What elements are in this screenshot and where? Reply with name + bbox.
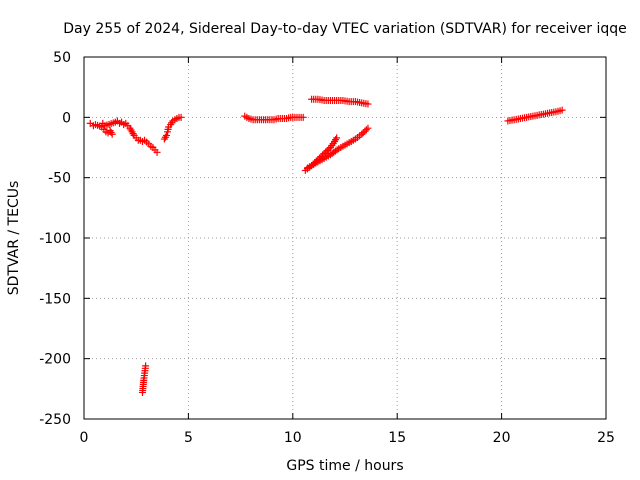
data-point [333, 146, 341, 154]
y-tick-label: -50 [48, 171, 71, 187]
data-point [364, 100, 372, 108]
data-point [362, 126, 370, 134]
x-axis-title: GPS time / hours [286, 458, 403, 474]
data-point [299, 113, 307, 121]
x-tick-label: 0 [80, 430, 89, 446]
x-tick-label: 25 [597, 430, 615, 446]
y-tick-label: -100 [39, 231, 71, 247]
y-tick-label: 50 [53, 50, 71, 66]
data-points [86, 95, 566, 396]
data-point [108, 130, 116, 138]
data-point [558, 106, 566, 114]
chart-title: Day 255 of 2024, Sidereal Day-to-day VTE… [63, 21, 627, 37]
y-tick-label: -150 [39, 291, 71, 307]
data-point [364, 124, 372, 132]
data-point [361, 127, 369, 135]
data-point [333, 134, 341, 142]
data-point [142, 362, 150, 370]
axis-ticks [83, 56, 607, 420]
y-tick-label: -200 [39, 352, 71, 368]
y-tick-label: 0 [62, 110, 71, 126]
x-tick-label: 15 [388, 430, 406, 446]
data-point [177, 113, 185, 121]
y-axis-title: SDTVAR / TECUs [6, 181, 22, 296]
data-point [323, 147, 331, 155]
x-tick-label: 10 [284, 430, 302, 446]
y-tick-labels: -250 -200 -150 -100 -50 0 50 [39, 50, 71, 428]
data-point [162, 131, 170, 139]
y-tick-label: -250 [39, 412, 71, 428]
data-point [358, 130, 366, 138]
data-point [153, 148, 161, 156]
data-point [359, 129, 367, 137]
x-tick-labels: 0 5 10 15 20 25 [80, 430, 615, 446]
x-tick-label: 5 [184, 430, 193, 446]
data-point [325, 145, 333, 153]
x-tick-label: 20 [493, 430, 511, 446]
